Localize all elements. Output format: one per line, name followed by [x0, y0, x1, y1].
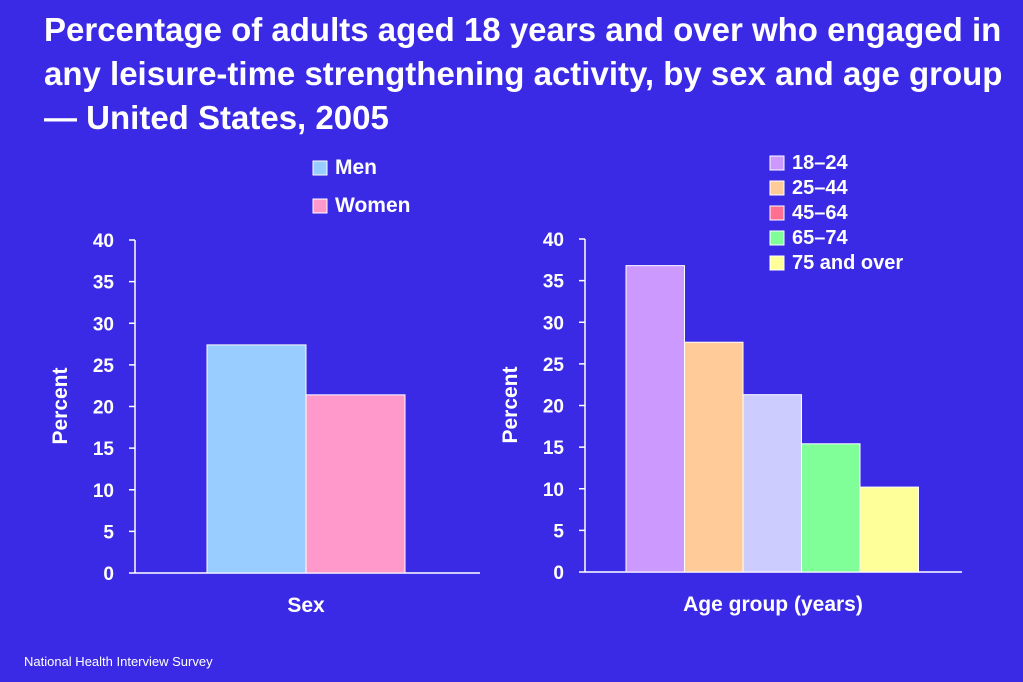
chart-by-sex: 0 5 10 15 20 25 30 35 40 Percent Sex Men Women: [49, 156, 480, 617]
bar: [742, 394, 802, 573]
chart-title: Percentage of adults aged 18 years and o…: [44, 11, 1003, 136]
y-tick-label: 5: [103, 522, 114, 543]
y-axis-title: Percent: [49, 367, 72, 444]
x-axis-title: Age group (years): [683, 593, 863, 616]
y-tick-label: 35: [93, 273, 115, 294]
legend-swatch: [312, 198, 328, 214]
y-tick-label: 25: [543, 355, 565, 376]
legend-label: 45–64: [792, 202, 848, 224]
legend-label: Women: [335, 194, 410, 217]
y-tick-label: 25: [93, 356, 115, 377]
y-tick-label: 15: [543, 438, 565, 459]
y-tick-label: 20: [543, 397, 564, 418]
y-tick-label: 20: [93, 398, 114, 419]
x-axis-title: Sex: [287, 594, 325, 617]
legend-swatch: [769, 205, 785, 221]
legend-label: Men: [335, 156, 377, 179]
legend-swatch: [312, 160, 328, 176]
y-tick-label: 10: [543, 480, 564, 501]
y-axis-title: Percent: [499, 366, 522, 443]
bar: [625, 265, 685, 573]
y-tick-label: 35: [543, 272, 565, 293]
legend-label: 18–24: [792, 152, 848, 174]
chart-by-age-group: 0 5 10 15 20 25 30 35 40 Percent Age group (years)…: [499, 152, 962, 616]
y-tick-label: 30: [543, 313, 564, 334]
bar: [206, 344, 307, 574]
legend-swatch: [769, 155, 785, 171]
bar: [305, 394, 406, 574]
y-tick-label: 15: [93, 439, 115, 460]
source-note: National Health Interview Survey: [24, 654, 213, 669]
legend-label: 75 and over: [792, 252, 903, 274]
y-tick-label: 10: [93, 481, 114, 502]
legend-swatch: [769, 180, 785, 196]
y-tick-label: 5: [553, 521, 564, 542]
legend-label: 65–74: [792, 227, 848, 249]
bar: [859, 486, 919, 573]
legend-swatch: [769, 230, 785, 246]
y-tick-label: 30: [93, 314, 114, 335]
y-tick-label: 40: [93, 231, 114, 252]
y-tick-label: 40: [543, 230, 564, 251]
y-tick-label: 0: [553, 563, 564, 584]
legend-swatch: [769, 255, 785, 271]
y-tick-label: 0: [103, 564, 114, 585]
bar: [684, 341, 744, 573]
legend-label: 25–44: [792, 177, 848, 199]
bar: [801, 443, 861, 573]
